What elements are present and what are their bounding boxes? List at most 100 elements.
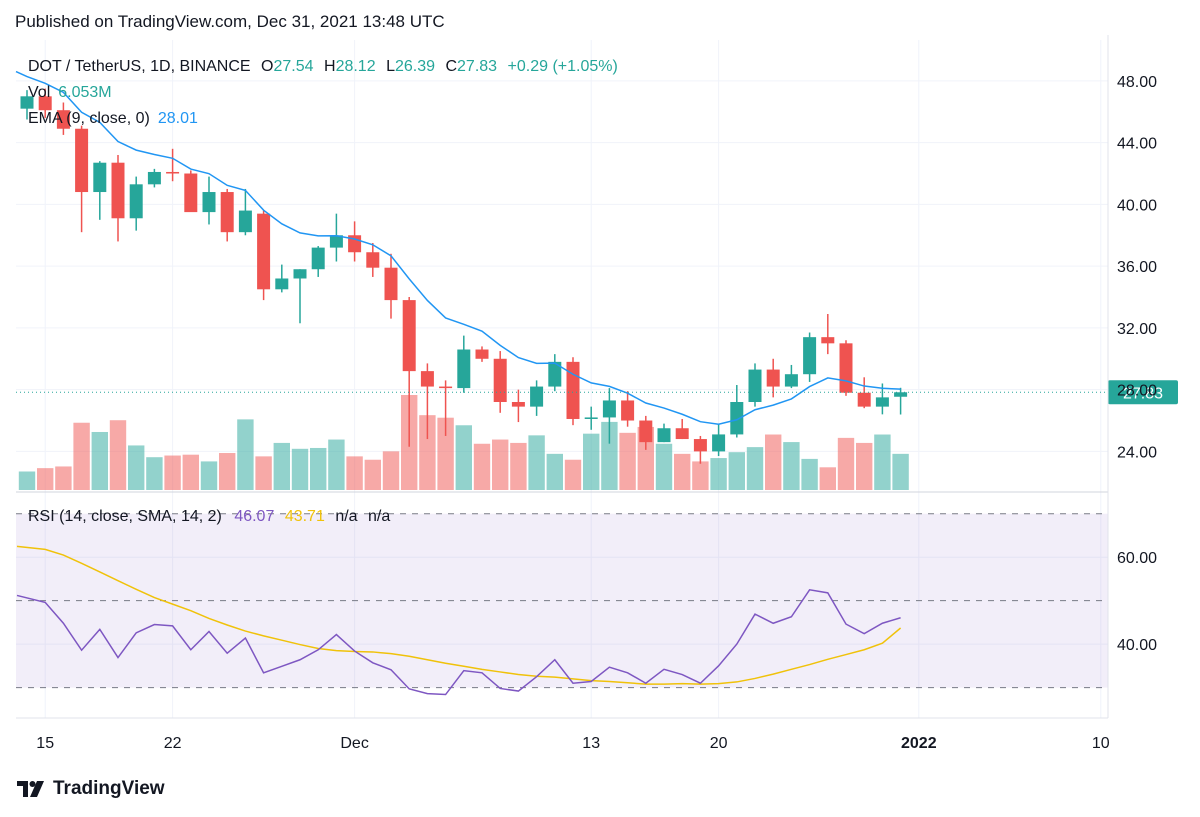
time-tick-label: 20 [710,735,728,752]
published-caption: Published on TradingView.com, Dec 31, 20… [15,12,445,31]
candle-body [457,349,471,389]
volume-bar [473,443,491,490]
rsi-legend: RSI (14, close, SMA, 14, 2) 46.07 43.71 … [28,508,390,526]
price-tick-label: 48.00 [1117,74,1157,91]
open-label: O [261,58,274,75]
candles [20,88,908,464]
rsi-line [16,588,901,696]
price-tick-label: 32.00 [1117,321,1157,338]
candle-body [257,213,271,290]
volume-bar [583,433,600,490]
candle-body [75,128,89,193]
volume-value: 6.053M [58,84,112,101]
candle-body [803,337,817,375]
candle-body [402,300,416,372]
volume-bar [146,457,163,490]
candle-body [566,361,580,419]
volume-bar [237,419,254,490]
volume-bar [291,448,309,490]
volume-bar [310,447,327,490]
price-tick-label: 24.00 [1117,444,1157,461]
rsi-na-2: n/a [368,508,391,525]
price-tick-label: 44.00 [1117,136,1157,153]
candle-body [821,337,835,344]
volume-bar [18,471,36,490]
high-value: 28.12 [335,58,376,75]
volume-bar [728,452,745,490]
ema-line [15,70,901,425]
time-tick-label: Dec [340,735,368,752]
volume-bar [710,458,727,490]
candle-body [202,192,216,213]
candle-body [293,269,307,279]
candle-body [275,278,289,290]
candle-body [602,400,616,418]
volume-bars [18,395,909,490]
open-value: 27.54 [273,58,314,75]
close-label: C [445,58,458,75]
volume-bar [564,459,582,490]
candle-body [875,397,889,407]
candle-body [894,392,908,397]
candle-body [548,361,562,387]
candle-body [56,110,70,129]
ema-value: 28.01 [157,110,198,127]
candle-body [584,417,598,419]
candle-body [675,428,689,440]
volume-bar [692,461,709,490]
volume-bar [37,468,54,490]
tradingview-logo-icon [17,781,44,797]
volume-bar [200,461,218,490]
candle-body [857,392,871,407]
candle-body [475,349,489,359]
candle-body [384,267,398,301]
volume-bar [219,453,236,490]
rsi-sma-value: 43.71 [284,508,325,525]
volume-bar [346,456,363,490]
change-value: +0.29 (+1.05%) [507,58,618,75]
rsi-sma-line [16,545,902,685]
volume-bar [619,432,636,490]
volume-bar [328,439,345,490]
volume-bar [746,447,764,490]
volume-bar [837,437,855,490]
volume-bar [510,442,527,490]
candle-body [38,96,52,111]
candle-body [238,210,252,233]
rsi-na-1: n/a [335,508,358,525]
volume-bar [765,434,782,490]
candle-body [93,162,107,193]
candle-body [184,173,198,213]
volume-bar [182,454,199,490]
volume-bar [528,435,545,490]
candle-body [657,428,671,443]
ema-legend: EMA (9, close, 0) 28.01 [28,110,198,128]
volume-bar [856,442,873,490]
rsi-tick-label: 40.00 [1117,637,1157,654]
candle-body [730,402,744,435]
candle-body [784,374,798,387]
rsi-value: 46.07 [234,508,275,525]
rsi-label: RSI (14, close, SMA, 14, 2) [28,508,222,525]
volume-bar [91,431,108,490]
volume-bar [364,459,381,490]
volume-bar [674,453,691,490]
candle-body [20,96,34,109]
candle-body [511,402,525,407]
volume-bar [164,455,181,490]
low-label: L [386,58,395,75]
candle-body [420,371,434,387]
candle-body [766,369,780,387]
volume-bar [783,442,800,490]
symbol-name: DOT / TetherUS, 1D, BINANCE [28,58,251,75]
candle-body [493,358,507,402]
volume-bar [801,458,818,490]
time-tick-label: 2022 [901,735,937,752]
candle-body [147,171,161,185]
close-value: 27.83 [457,58,498,75]
volume-label: Vol [28,84,51,101]
candle-body [439,386,453,389]
volume-bar [455,425,472,490]
volume-bar [55,466,72,490]
